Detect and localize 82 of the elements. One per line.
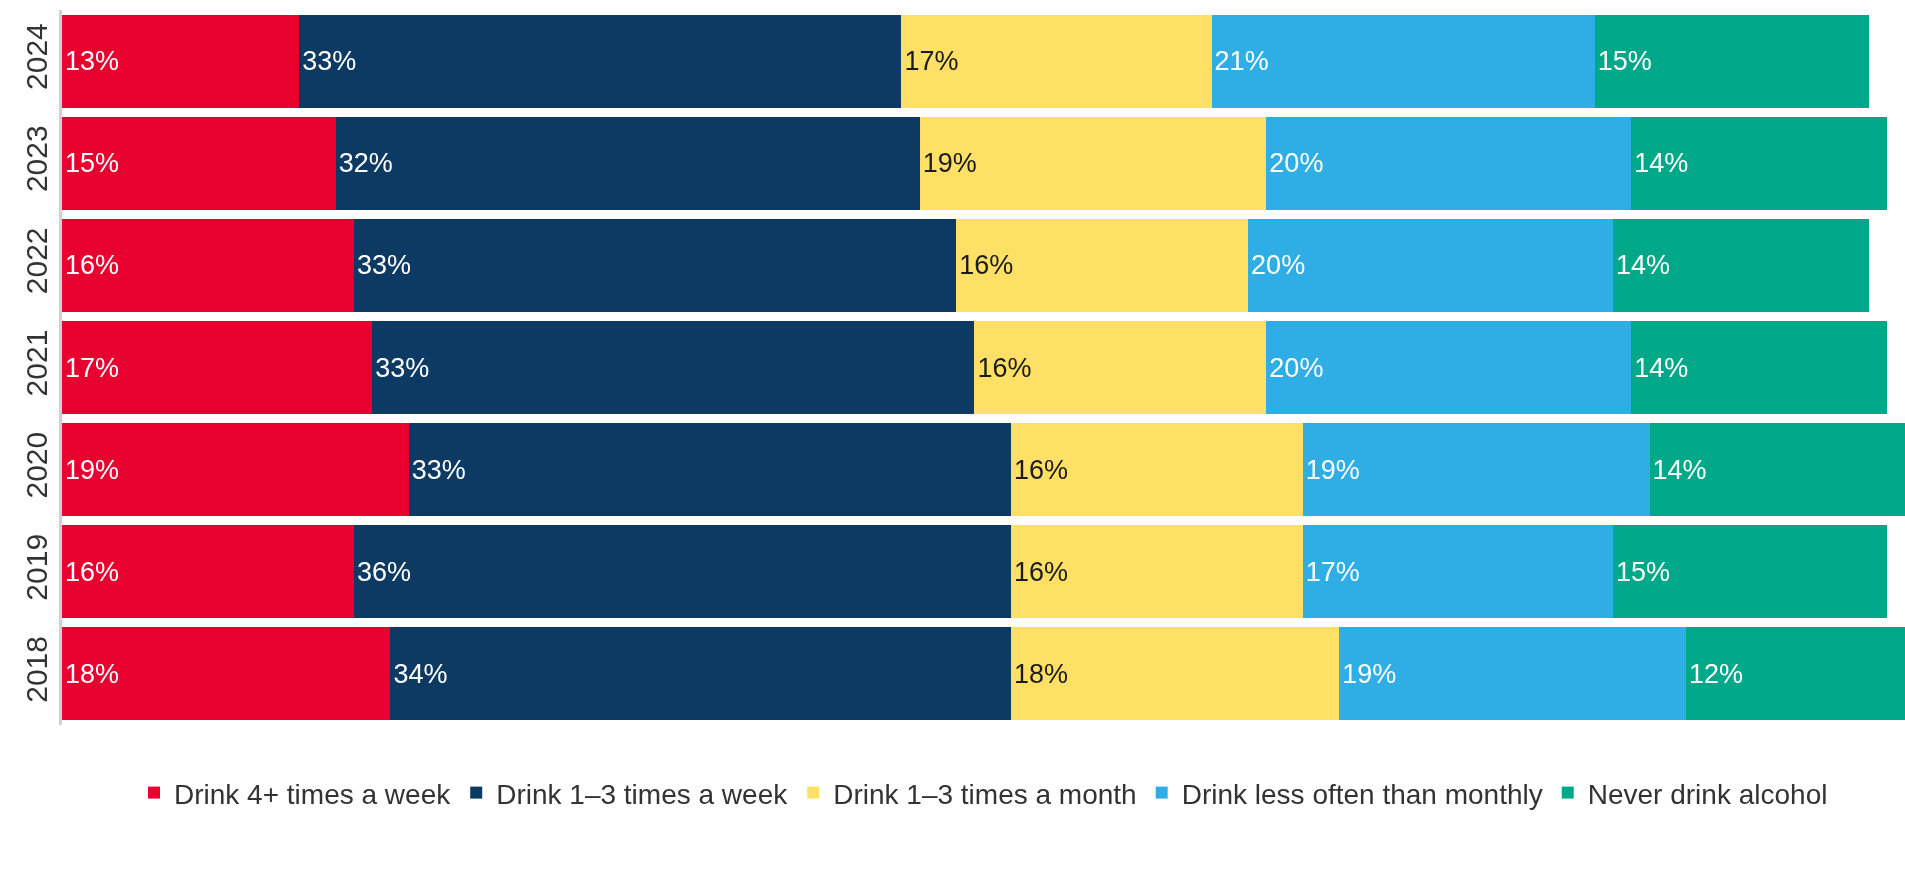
data-label: 20% [1269,352,1324,383]
bar [299,14,902,108]
legend-label: Drink 4+ times a week [174,778,452,810]
data-label: 15% [65,148,120,179]
data-label: 15% [1597,46,1652,77]
bar [1266,321,1632,414]
legend-label: Drink 1–3 times a week [496,778,789,810]
bar [1631,321,1887,414]
bar [974,321,1267,414]
data-label: 17% [65,352,120,383]
data-label: 18% [65,658,120,689]
legend-label: Drink less often than monthly [1181,778,1543,810]
data-label: 19% [65,454,120,485]
bar [335,116,920,210]
bar [901,14,1212,108]
data-label: 33% [411,454,466,485]
data-label: 20% [1269,148,1324,179]
y-tick-label: 2021 [20,329,53,397]
bar [1594,14,1869,108]
bar [62,525,354,619]
bar [1339,627,1687,721]
data-label: 16% [1013,556,1068,587]
y-tick-label: 2024 [20,23,53,90]
y-tick-label: 2022 [20,227,53,295]
data-label: 14% [1634,352,1689,383]
legend-label: Never drink alcohol [1587,778,1828,810]
data-label: 15% [1616,556,1671,587]
data-label: 34% [393,658,448,689]
data-label: 33% [375,352,430,383]
bar [408,423,1011,517]
data-label: 32% [338,148,393,179]
bar [919,116,1267,210]
bar [1302,423,1650,517]
data-label: 19% [922,148,977,179]
bar [390,627,1011,721]
bar [1010,525,1303,619]
data-label: 14% [1652,454,1707,485]
bar [1010,627,1340,721]
data-label: 33% [302,46,357,77]
bar [62,423,409,517]
bar [1302,525,1614,619]
bar [1631,116,1887,210]
data-label: 19% [1342,658,1397,689]
bar [1613,525,1887,619]
data-label: 16% [65,556,120,587]
bar [1211,14,1595,108]
data-label: 17% [904,46,959,77]
data-label: 33% [356,250,412,281]
bar [1649,423,1905,517]
data-label: 21% [1214,46,1269,77]
data-label: 17% [1305,556,1360,587]
bar [1266,116,1632,210]
data-label: 16% [1013,454,1068,485]
bar [62,627,391,721]
data-label: 14% [1616,250,1671,281]
bar [62,321,373,414]
data-label: 36% [356,556,412,587]
bar [1686,627,1905,721]
bar [372,321,975,414]
data-label: 16% [977,352,1032,383]
y-tick-label: 2018 [20,636,53,703]
bar [353,218,957,312]
data-label: 14% [1634,148,1689,179]
data-label: 13% [65,46,120,77]
data-label: 16% [65,250,120,281]
bar [353,525,1011,619]
y-tick-label: 2020 [20,431,53,499]
bar [1010,423,1303,517]
data-label: 19% [1305,454,1360,485]
data-label: 12% [1689,658,1744,689]
bar [1613,218,1869,312]
y-tick-label: 2023 [20,125,53,193]
bar [956,218,1249,312]
y-tick-label: 2019 [20,533,53,601]
bar [62,218,354,312]
legend-label: Drink 1–3 times a month [833,778,1137,810]
bar [62,116,336,210]
data-label: 16% [959,250,1014,281]
data-label: 18% [1013,658,1068,689]
data-label: 20% [1251,250,1306,281]
bar [1248,218,1614,312]
bar [62,14,300,108]
